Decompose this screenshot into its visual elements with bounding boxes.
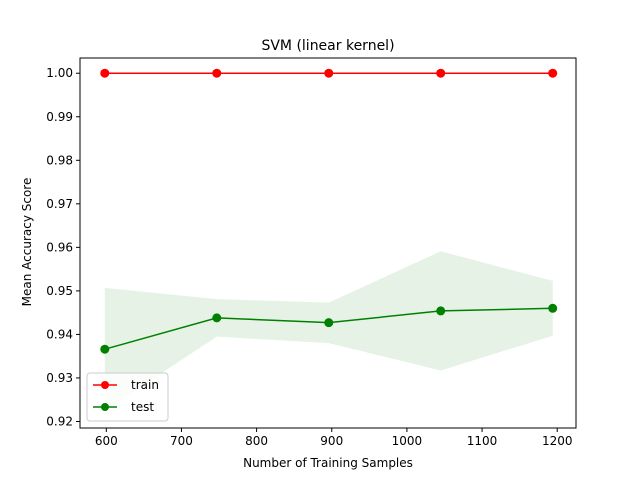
- point-test-1: [212, 313, 222, 323]
- y-tick-label: 0.99: [46, 110, 73, 124]
- band-test: [104, 251, 553, 411]
- y-axis-ticks: 0.92 0.93 0.94 0.95 0.96 0.97 0.98 0.99 1.00: [46, 66, 80, 428]
- point-test-2: [324, 318, 334, 328]
- y-tick-label: 1.00: [46, 66, 73, 80]
- legend-label-test: test: [131, 400, 154, 414]
- point-train-2: [324, 68, 334, 78]
- legend-marker-test: [101, 403, 109, 411]
- legend: train test: [86, 372, 169, 422]
- x-tick-label: 1100: [467, 434, 498, 448]
- axes-frame: [79, 57, 577, 429]
- y-tick-label: 0.94: [46, 327, 73, 341]
- y-tick-label: 0.97: [46, 197, 73, 211]
- x-tick-label: 700: [170, 434, 193, 448]
- x-axis-ticks: 600 700 800 900 1000 1100 1200: [95, 428, 573, 448]
- point-test-0: [100, 344, 110, 354]
- point-train-4: [548, 68, 558, 78]
- x-axis-title: Number of Training Samples: [243, 456, 413, 470]
- point-train-3: [436, 68, 446, 78]
- y-axis-title: Mean Accuracy Score: [20, 178, 34, 307]
- legend-label-train: train: [131, 378, 159, 392]
- confidence-bands: [104, 251, 553, 411]
- x-tick-label: 1000: [392, 434, 423, 448]
- point-test-4: [548, 303, 558, 313]
- chart-title: SVM (linear kernel): [261, 38, 394, 54]
- axes-spines: [79, 57, 577, 429]
- y-tick-label: 0.96: [46, 240, 73, 254]
- series-markers: [100, 68, 558, 354]
- x-tick-label: 900: [320, 434, 343, 448]
- y-tick-label: 0.95: [46, 284, 73, 298]
- x-tick-label: 1200: [542, 434, 573, 448]
- legend-marker-train: [101, 381, 109, 389]
- point-train-1: [212, 68, 222, 78]
- x-tick-label: 600: [95, 434, 118, 448]
- x-tick-label: 800: [245, 434, 268, 448]
- point-train-0: [100, 68, 110, 78]
- point-test-3: [436, 306, 446, 316]
- y-tick-label: 0.98: [46, 153, 73, 167]
- y-tick-label: 0.93: [46, 371, 73, 385]
- y-tick-label: 0.92: [46, 414, 73, 428]
